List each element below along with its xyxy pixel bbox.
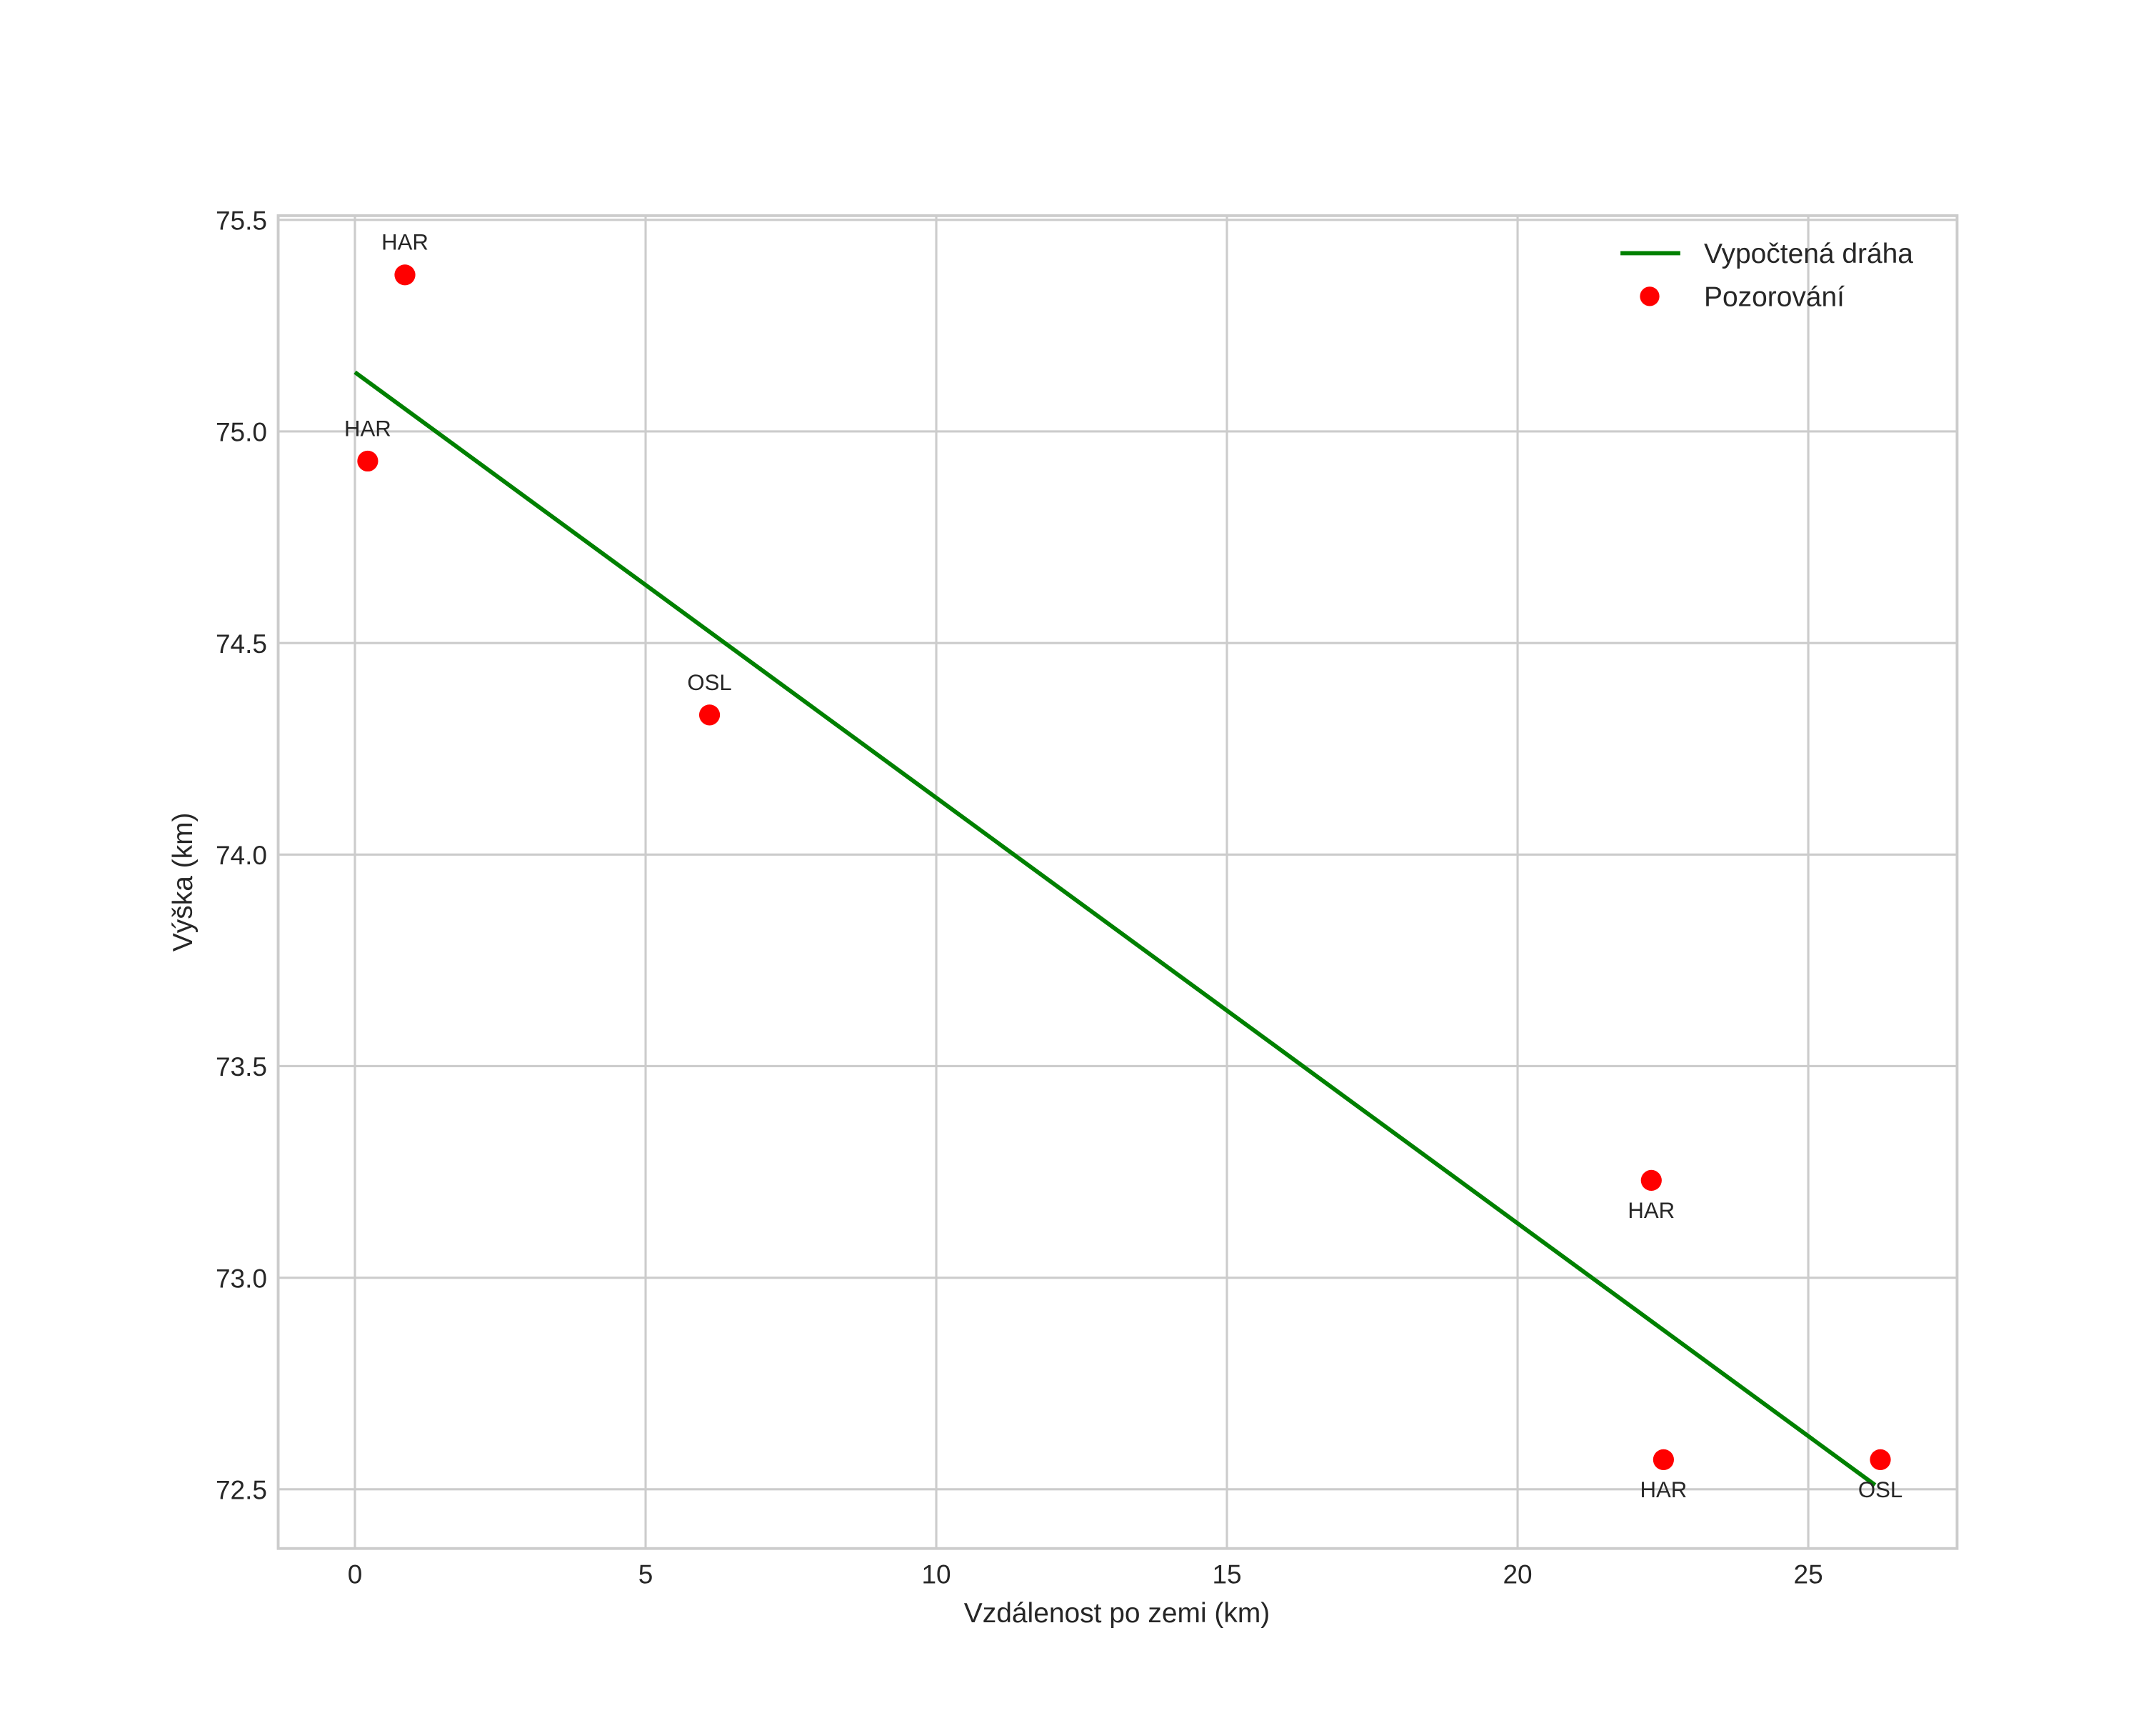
legend: Vypočtená dráha Pozorování <box>1620 239 1913 312</box>
legend-label-computed-trajectory: Vypočtená dráha <box>1704 239 1913 269</box>
x-tick-label: 20 <box>1503 1559 1532 1589</box>
observation-point <box>357 450 378 472</box>
y-tick-label: 72.5 <box>216 1475 267 1504</box>
observation-point <box>1653 1449 1674 1470</box>
station-label: OSL <box>687 670 731 695</box>
observation-point <box>1870 1449 1891 1470</box>
observation-point <box>698 704 721 726</box>
computed-trajectory-line <box>354 370 1877 1487</box>
legend-label-observations: Pozorování <box>1704 281 1845 312</box>
observation-point <box>394 264 416 286</box>
station-label: HAR <box>381 230 428 255</box>
station-label: HAR <box>1628 1198 1675 1223</box>
trajectory-polyline <box>354 370 1877 1487</box>
x-tick-label: 15 <box>1212 1559 1241 1589</box>
x-tick-label: 5 <box>638 1559 653 1589</box>
x-axis-ticks: 0 5 10 15 20 25 <box>348 1559 1823 1589</box>
observation-point <box>1640 1169 1662 1192</box>
y-tick-label: 74.5 <box>216 629 267 659</box>
y-tick-label: 74.0 <box>216 841 267 870</box>
x-axis-label: Vzdálenost po zemi (km) <box>964 1598 1270 1629</box>
grid-lines <box>278 215 1957 1549</box>
y-tick-label: 73.0 <box>216 1264 267 1293</box>
x-tick-label: 10 <box>921 1559 951 1589</box>
y-tick-label: 75.0 <box>216 418 267 447</box>
station-label: HAR <box>344 416 391 441</box>
y-tick-label: 73.5 <box>216 1052 267 1082</box>
x-tick-label: 0 <box>348 1559 363 1589</box>
axes-frame <box>276 214 1959 1550</box>
station-label: HAR <box>1640 1477 1687 1502</box>
y-axis-label: Výška (km) <box>168 812 199 952</box>
legend-dot-icon <box>1640 286 1660 306</box>
y-axis-ticks: 72.5 73.0 73.5 74.0 74.5 75.0 75.5 <box>216 206 267 1504</box>
station-label: OSL <box>1858 1477 1902 1502</box>
y-tick-label: 75.5 <box>216 206 267 235</box>
observation-points: HAR HAR OSL HAR HAR OSL <box>344 230 1902 1502</box>
x-tick-label: 25 <box>1794 1559 1823 1589</box>
plot-area: HAR HAR OSL HAR HAR OSL <box>276 214 1959 1550</box>
